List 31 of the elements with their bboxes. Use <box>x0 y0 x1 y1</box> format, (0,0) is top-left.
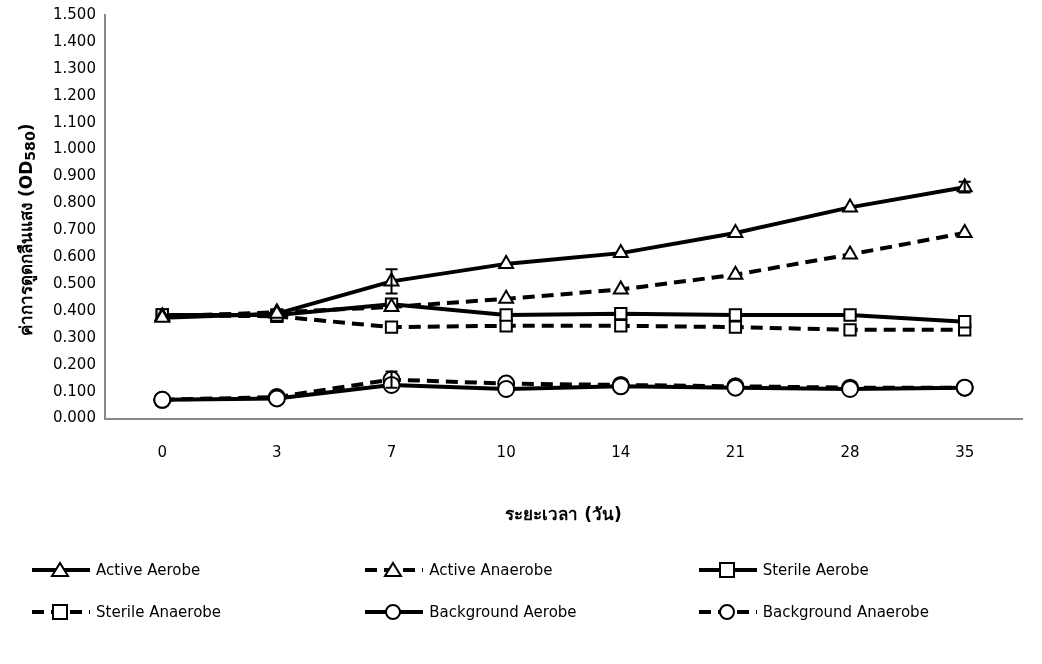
legend-label: Active Aerobe <box>96 561 201 579</box>
x-tick-label: 28 <box>840 443 860 462</box>
y-tick-label: 0.200 <box>52 354 96 373</box>
legend-label: Sterile Anaerobe <box>96 603 222 621</box>
y-tick-label: 1.100 <box>52 112 96 131</box>
y-tick-label: 0.400 <box>52 300 96 319</box>
x-tick-label: 35 <box>955 443 975 462</box>
y-tick-label: 1.400 <box>52 31 96 50</box>
x-axis-title: ระยะเวลา (วัน) <box>505 504 622 525</box>
x-tick-label: 14 <box>611 443 631 462</box>
y-tick-label: 0.000 <box>52 408 96 427</box>
y-tick-label: 1.500 <box>52 4 96 23</box>
x-tick-label: 0 <box>157 443 168 462</box>
y-tick-label: 1.000 <box>52 139 96 158</box>
legend-label: Sterile Aerobe <box>762 561 869 579</box>
y-tick-label: 0.700 <box>52 220 96 239</box>
y-tick-label: 1.300 <box>52 58 96 77</box>
x-tick-label: 7 <box>386 443 397 462</box>
y-tick-label: 0.500 <box>52 273 96 292</box>
x-tick-label: 21 <box>725 443 745 462</box>
y-tick-label: 1.200 <box>52 85 96 104</box>
legend-label: Background Anaerobe <box>762 603 929 621</box>
y-tick-label: 0.100 <box>52 381 96 400</box>
y-tick-label: 0.300 <box>52 327 96 346</box>
x-tick-label: 3 <box>272 443 282 462</box>
legend-label: Active Anaerobe <box>429 561 553 579</box>
y-tick-label: 0.600 <box>52 247 96 266</box>
legend-label: Background Aerobe <box>429 603 577 621</box>
y-tick-label: 0.900 <box>52 166 96 185</box>
y-tick-label: 0.800 <box>52 193 96 212</box>
x-tick-label: 10 <box>496 443 516 462</box>
